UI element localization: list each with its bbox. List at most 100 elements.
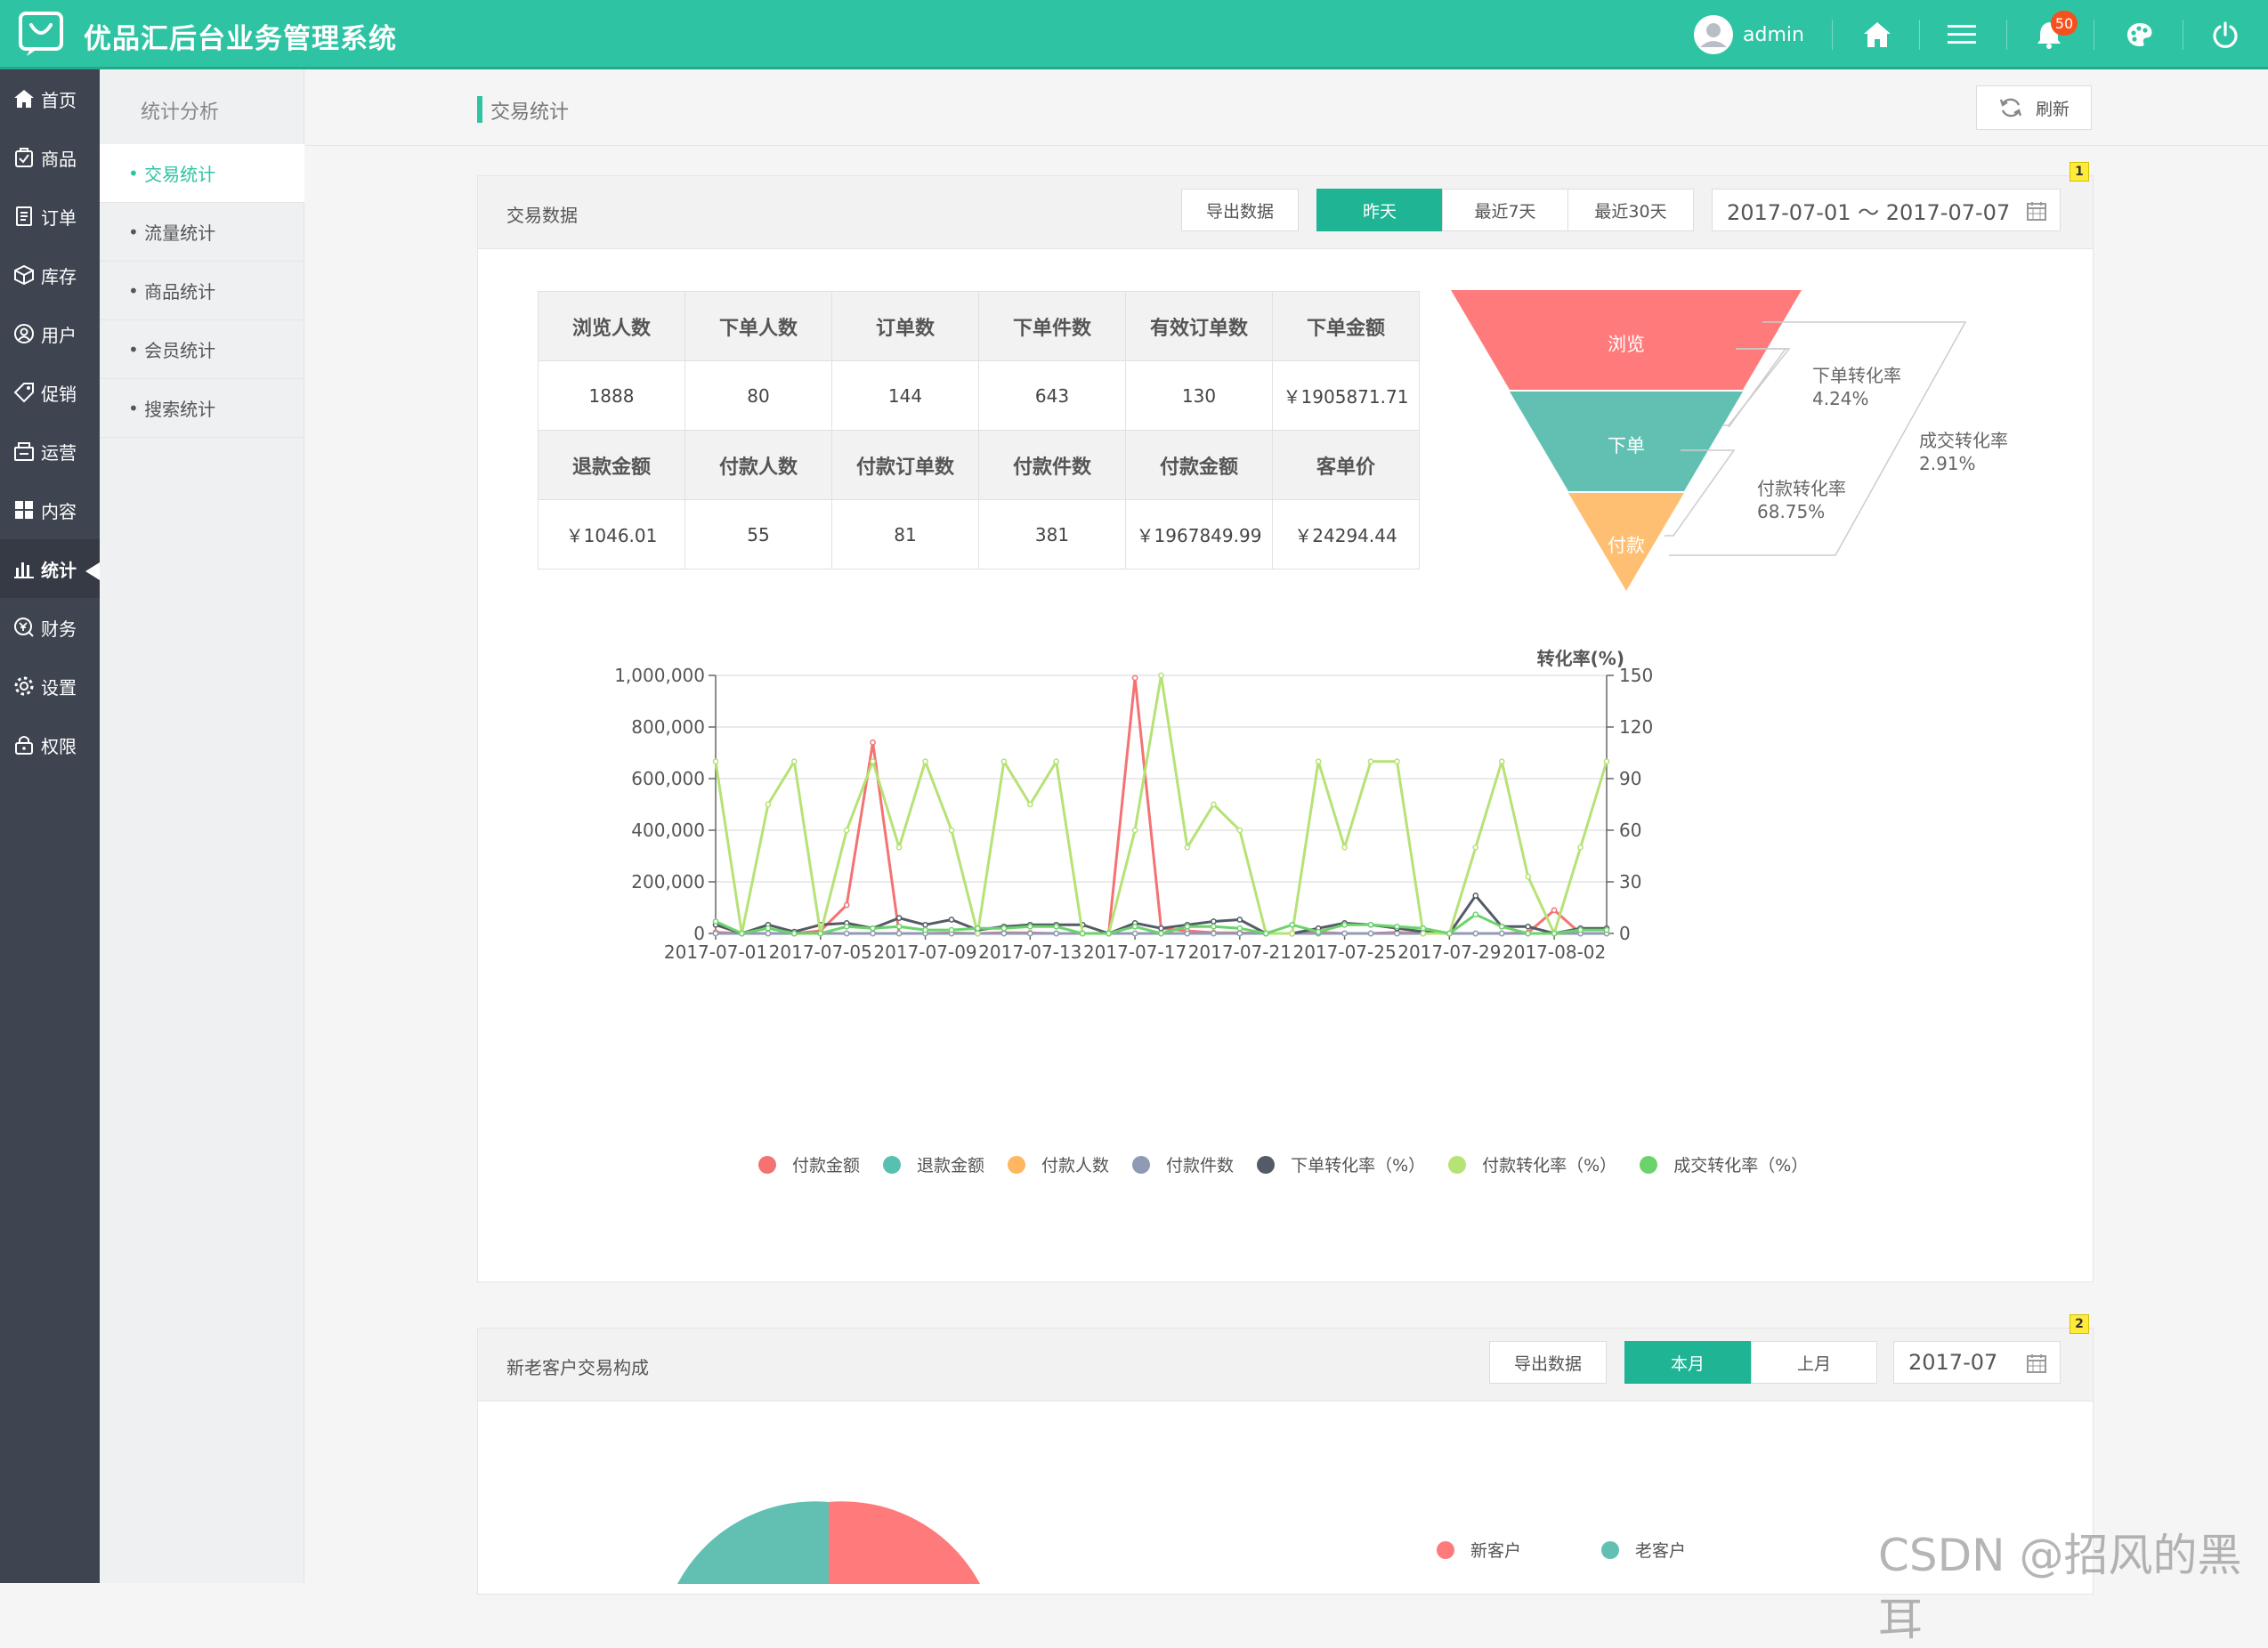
legend-item[interactable]: 付款转化率（%） bbox=[1448, 1152, 1616, 1176]
data-point bbox=[1577, 844, 1584, 851]
data-point bbox=[1315, 928, 1322, 935]
legend-label: 付款转化率（%） bbox=[1482, 1156, 1617, 1175]
table-cell: 643 bbox=[978, 360, 1126, 431]
date-range-picker[interactable]: 2017-07-01 ～ 2017-07-07 bbox=[1712, 189, 2061, 231]
data-point bbox=[1131, 675, 1138, 682]
data-point bbox=[817, 930, 824, 937]
home-button[interactable] bbox=[1851, 0, 1903, 69]
rate-connector bbox=[1669, 321, 1967, 556]
data-point bbox=[1577, 926, 1584, 933]
data-point bbox=[1472, 893, 1479, 899]
calendar-icon[interactable] bbox=[2026, 1353, 2047, 1374]
panel-header: 交易数据 导出数据 昨天 最近7天 最近30天 2017-07-01 ～ 201… bbox=[478, 176, 2093, 249]
data-point bbox=[1236, 930, 1243, 937]
sidebar-item-operation[interactable]: 运营 bbox=[0, 422, 100, 481]
sidebar-item-settings[interactable]: 设置 bbox=[0, 657, 100, 715]
data-point bbox=[870, 930, 876, 937]
user-name[interactable]: admin bbox=[1743, 23, 1804, 46]
pie-legend: 新客户 老客户 bbox=[1437, 1538, 1709, 1562]
legend-item[interactable]: 退款金额 bbox=[883, 1152, 984, 1176]
legend-label: 老客户 bbox=[1635, 1541, 1687, 1561]
sidebar-item-content[interactable]: 内容 bbox=[0, 481, 100, 539]
sidebar-item-home[interactable]: 首页 bbox=[0, 69, 100, 128]
legend-item[interactable]: 成交转化率（%） bbox=[1640, 1152, 1808, 1176]
sidebar-item-inventory[interactable]: 库存 bbox=[0, 246, 100, 304]
sidebar-item-label: 促销 bbox=[41, 383, 77, 405]
table-header-cell: 付款订单数 bbox=[831, 430, 979, 500]
legend-item[interactable]: 老客户 bbox=[1601, 1538, 1686, 1562]
customer-pie-chart bbox=[677, 1501, 980, 1584]
legend-color-dot bbox=[1008, 1155, 1026, 1174]
range-7days-button[interactable]: 最近7天 bbox=[1442, 189, 1568, 231]
legend-item[interactable]: 下单转化率（%） bbox=[1257, 1152, 1425, 1176]
data-point bbox=[712, 758, 719, 765]
logout-button[interactable] bbox=[2200, 0, 2250, 69]
data-point bbox=[1498, 930, 1505, 937]
range-this-month-button[interactable]: 本月 bbox=[1624, 1341, 1751, 1384]
data-point bbox=[1262, 930, 1269, 937]
subnav-item-label: 流量统计 bbox=[144, 222, 216, 244]
palette-icon bbox=[2127, 23, 2152, 46]
data-point bbox=[1184, 844, 1191, 851]
sidebar-item-finance[interactable]: 财务 bbox=[0, 598, 100, 657]
sidebar-item-statistics[interactable]: 统计 bbox=[0, 539, 100, 598]
user-avatar[interactable] bbox=[1689, 0, 1737, 69]
top-bar: 优品汇后台业务管理系统 admin 50 bbox=[0, 0, 2268, 69]
home-icon bbox=[1864, 22, 1891, 47]
legend-label: 付款人数 bbox=[1041, 1156, 1110, 1175]
legend-color-dot bbox=[1257, 1155, 1276, 1174]
table-header-cell: 有效订单数 bbox=[1125, 291, 1273, 361]
legend-item[interactable]: 新客户 bbox=[1437, 1538, 1521, 1562]
funnel-label-order: 下单 bbox=[1608, 435, 1645, 456]
data-point bbox=[1000, 925, 1008, 932]
funnel-stage-pay bbox=[1568, 493, 1684, 591]
table-cell: ￥24294.44 bbox=[1272, 499, 1420, 570]
data-point bbox=[1367, 930, 1374, 937]
export-data-button[interactable]: 导出数据 bbox=[1489, 1341, 1607, 1384]
calendar-icon[interactable] bbox=[2026, 200, 2047, 222]
legend-item[interactable]: 付款人数 bbox=[1008, 1152, 1109, 1176]
user-icon bbox=[14, 324, 34, 343]
sidebar-item-orders[interactable]: 订单 bbox=[0, 187, 100, 246]
sidebar-item-goods[interactable]: 商品 bbox=[0, 128, 100, 187]
tag-icon bbox=[13, 383, 34, 403]
subnav-item-goods[interactable]: • 商品统计 bbox=[100, 262, 304, 320]
month-picker[interactable]: 2017-07 bbox=[1893, 1341, 2061, 1384]
y-left-tick-label: 1,000,000 bbox=[614, 665, 705, 686]
legend-item[interactable]: 付款金额 bbox=[758, 1152, 860, 1176]
data-point bbox=[1394, 930, 1400, 937]
table-cell: 144 bbox=[831, 360, 979, 431]
data-point bbox=[1603, 758, 1610, 765]
subnav-item-search[interactable]: • 搜索统计 bbox=[100, 379, 304, 438]
refresh-button[interactable]: 刷新 bbox=[1976, 85, 2092, 130]
range-yesterday-button[interactable]: 昨天 bbox=[1316, 189, 1443, 231]
export-data-button[interactable]: 导出数据 bbox=[1181, 189, 1299, 231]
legend-color-dot bbox=[883, 1155, 902, 1174]
data-point bbox=[895, 930, 903, 937]
sidebar-item-promotion[interactable]: 促销 bbox=[0, 363, 100, 422]
divider bbox=[1832, 20, 1833, 50]
sidebar-item-users[interactable]: 用户 bbox=[0, 304, 100, 363]
data-point bbox=[843, 923, 850, 930]
theme-button[interactable] bbox=[2115, 0, 2165, 69]
range-30days-button[interactable]: 最近30天 bbox=[1567, 189, 1694, 231]
x-tick-label: 2017-07-29 bbox=[1397, 941, 1501, 963]
operation-icon bbox=[14, 442, 34, 461]
data-point bbox=[1420, 930, 1427, 937]
subnav-item-traffic[interactable]: • 流量统计 bbox=[100, 203, 304, 262]
active-indicator bbox=[85, 562, 100, 580]
sidebar-item-permission[interactable]: 权限 bbox=[0, 715, 100, 774]
table-cell: 81 bbox=[831, 499, 979, 570]
data-point bbox=[1158, 930, 1164, 937]
range-last-month-button[interactable]: 上月 bbox=[1751, 1341, 1877, 1384]
annotation-badge: 1 bbox=[2070, 162, 2089, 182]
data-point bbox=[895, 844, 903, 851]
legend-item[interactable]: 付款件数 bbox=[1132, 1152, 1234, 1176]
data-point bbox=[1367, 921, 1374, 928]
sidebar-item-label: 设置 bbox=[41, 676, 77, 699]
data-point bbox=[1446, 930, 1453, 937]
data-point bbox=[1079, 930, 1086, 937]
menu-button[interactable] bbox=[1937, 0, 1987, 69]
subnav-item-trade[interactable]: • 交易统计 bbox=[100, 144, 304, 203]
subnav-item-members[interactable]: • 会员统计 bbox=[100, 320, 304, 379]
